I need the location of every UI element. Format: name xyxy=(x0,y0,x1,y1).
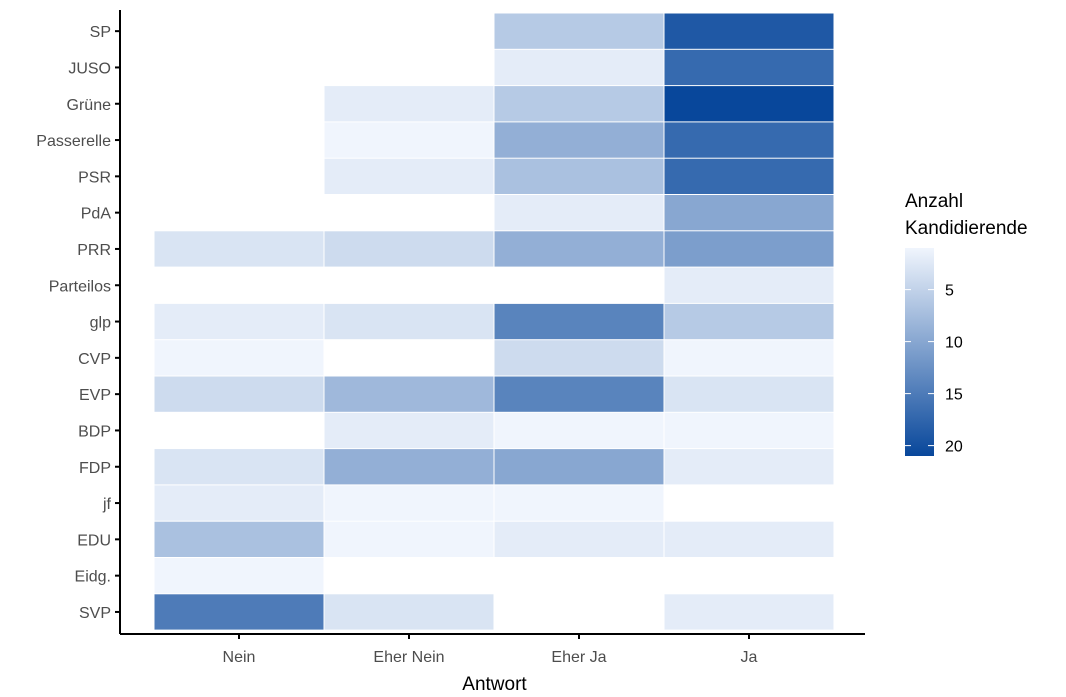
heatmap-cell xyxy=(154,594,324,630)
heatmap-cell xyxy=(664,594,834,630)
legend-tick-label: 15 xyxy=(945,387,963,404)
heatmap-cell xyxy=(494,412,664,449)
x-axis-title: Antwort xyxy=(462,674,527,695)
heatmap-cell xyxy=(494,158,664,194)
heatmap-cell xyxy=(664,303,834,340)
y-tick-label: EDU xyxy=(77,532,111,549)
y-tick-label: CVP xyxy=(78,351,111,368)
heatmap-cell xyxy=(324,521,494,557)
heatmap-cell xyxy=(324,485,494,521)
heatmap-cell xyxy=(324,122,494,158)
heatmap-cell xyxy=(154,376,324,412)
heatmap-cell xyxy=(494,340,664,376)
heatmap-cell xyxy=(324,412,494,449)
heatmap-cell xyxy=(664,267,834,303)
heatmap-cell xyxy=(324,594,494,630)
y-tick-label: Passerelle xyxy=(36,133,111,150)
y-axis: SP JUSO Grüne Passerelle PSR PdA PRR Parteilos g… xyxy=(36,10,121,634)
heatmap-cell xyxy=(324,86,494,122)
heatmap-cell xyxy=(494,49,664,86)
heatmap-cell xyxy=(494,122,664,158)
heatmap-cell xyxy=(494,376,664,412)
y-tick-label: Grüne xyxy=(67,97,112,114)
y-tick-label: PRR xyxy=(77,242,111,259)
heatmap-cell xyxy=(154,449,324,485)
legend-title-line-2: Kandidierende xyxy=(905,218,1028,239)
heatmap-cell xyxy=(324,158,494,194)
y-tick-label: SVP xyxy=(79,605,111,622)
legend-tick-label: 5 xyxy=(945,283,954,300)
heatmap-cell xyxy=(324,449,494,485)
y-tick-label: FDP xyxy=(79,460,111,477)
heatmap-cell xyxy=(664,412,834,449)
y-tick-label: jf xyxy=(102,496,112,513)
legend-tick-label: 10 xyxy=(945,335,963,352)
heatmap-cell xyxy=(664,195,834,231)
x-tick-label: Ja xyxy=(741,649,758,666)
y-tick-label: JUSO xyxy=(68,60,111,77)
heatmap-cell xyxy=(664,231,834,267)
heatmap-cell xyxy=(154,558,324,594)
x-tick-label: Eher Ja xyxy=(551,649,606,666)
y-tick-label: glp xyxy=(90,315,111,332)
heatmap-cell xyxy=(494,303,664,340)
heatmap-cell xyxy=(154,521,324,557)
legend: Anzahl Kandidierende 5 10 15 20 xyxy=(905,191,1028,456)
heatmap-cell xyxy=(494,485,664,521)
heatmap-cell xyxy=(154,303,324,340)
x-tick-label: Nein xyxy=(223,649,256,666)
heatmap-cell xyxy=(664,122,834,158)
x-axis: Nein Eher Nein Eher Ja Ja xyxy=(120,633,865,666)
legend-colorbar xyxy=(905,248,934,456)
heatmap-cell xyxy=(154,340,324,376)
heatmap-cell xyxy=(664,340,834,376)
heatmap-cell xyxy=(494,86,664,122)
heatmap-cell xyxy=(664,521,834,557)
x-tick-label: Eher Nein xyxy=(373,649,444,666)
legend-tick-label: 20 xyxy=(945,439,963,456)
heatmap-cell xyxy=(664,376,834,412)
y-tick-label: BDP xyxy=(78,423,111,440)
heatmap-cell xyxy=(494,521,664,557)
heatmap-cell xyxy=(324,376,494,412)
heatmap-cell xyxy=(494,231,664,267)
y-tick-label: PSR xyxy=(78,169,111,186)
heatmap-cell xyxy=(664,13,834,49)
heatmap-cell xyxy=(494,13,664,49)
heatmap-cell xyxy=(664,49,834,86)
heatmap-cell xyxy=(664,86,834,122)
y-tick-label: PdA xyxy=(81,206,112,223)
y-tick-label: SP xyxy=(90,24,111,41)
heatmap-cell xyxy=(664,449,834,485)
heatmap-cell xyxy=(154,485,324,521)
y-tick-label: Eidg. xyxy=(75,569,111,586)
heatmap-cell xyxy=(494,449,664,485)
heatmap-cell xyxy=(324,303,494,340)
legend-title-line-1: Anzahl xyxy=(905,191,963,212)
heatmap-cell xyxy=(154,231,324,267)
heatmap-cell xyxy=(494,195,664,231)
heatmap-cell xyxy=(324,231,494,267)
heatmap-cell xyxy=(664,158,834,194)
y-tick-label: EVP xyxy=(79,387,111,404)
y-tick-label: Parteilos xyxy=(49,278,111,295)
heatmap-cells xyxy=(154,13,834,630)
legend-ticks: 5 10 15 20 xyxy=(905,283,963,456)
